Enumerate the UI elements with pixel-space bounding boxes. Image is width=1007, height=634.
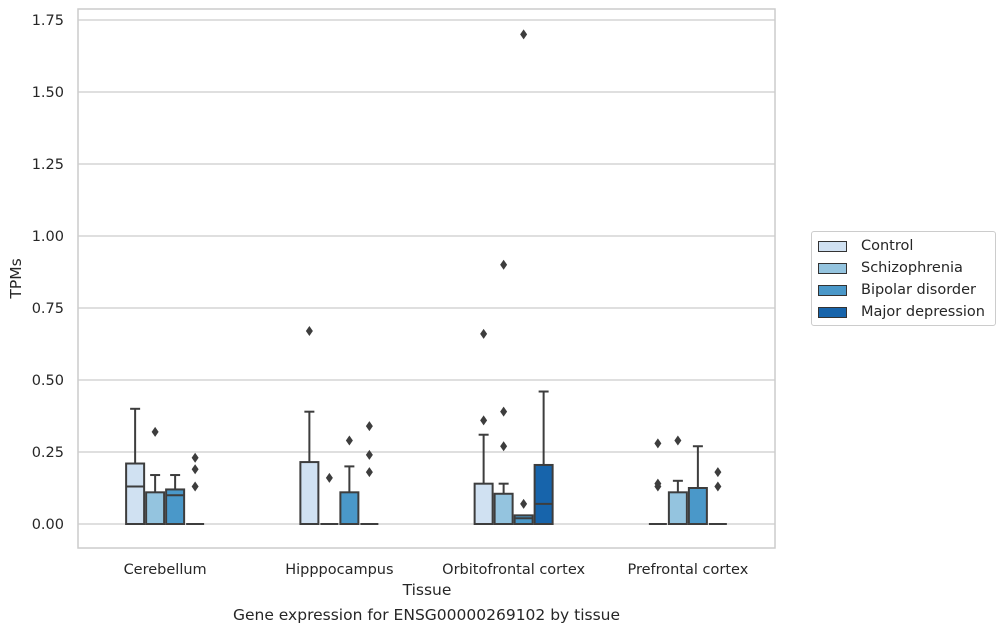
outlier-point [674,435,682,446]
x-tick-label: Orbitofrontal cortex [442,562,585,578]
outlier-point [191,464,199,475]
x-tick-label: Cerebellum [124,562,207,578]
box [165,474,186,526]
box [493,259,514,526]
box [299,326,320,525]
category-group [299,326,379,526]
y-tick-label: 0.25 [32,445,64,461]
box-body [125,462,146,525]
box-body [533,463,554,525]
x-tick-label: Hipppocampus [285,562,393,578]
legend-swatch [818,262,847,274]
category-group [648,435,727,526]
outlier-point [480,415,488,426]
y-tick-label: 1.75 [32,13,64,29]
y-tick-label: 0.50 [32,373,64,389]
box [513,29,534,525]
legend-item-schizophrenia: Schizophrenia [818,258,963,278]
box [125,407,146,525]
y-tick-label: 1.00 [32,229,64,245]
y-tick-label: 0.75 [32,301,64,317]
box [186,452,205,525]
box [473,328,494,525]
legend-swatch [818,306,847,318]
outlier-point [714,467,722,478]
outlier-point [520,29,528,40]
outlier-point [480,328,488,339]
x-tick-labels: Cerebellum Hipppocampus Orbitofrontal cort… [124,562,749,578]
x-axis-label: Tissue [402,581,452,599]
legend-label: Schizophrenia [861,260,963,276]
y-gridlines [78,19,775,525]
outlier-point [191,481,199,492]
box [667,435,688,526]
outlier-point [345,435,353,446]
legend-swatch [818,240,847,252]
y-tick-label: 0.00 [32,517,64,533]
plot-frame [77,8,776,549]
y-tick-labels: 0.00 0.25 0.50 0.75 1.00 1.25 1.50 1.75 [32,13,64,533]
box-body [687,487,708,525]
box-body [339,491,360,526]
box-body [145,491,166,526]
outlier-point [500,259,508,270]
x-tick-label: Prefrontal cortex [627,562,748,578]
legend-item-bipolar-disorder: Bipolar disorder [818,280,976,300]
outlier-point [654,438,662,449]
box [533,390,554,525]
outlier-point [191,452,199,463]
outlier-point [714,481,722,492]
y-axis-label: TPMs [7,258,25,299]
outlier-point [365,421,373,432]
outlier-point [654,478,662,489]
outlier-point [500,441,508,452]
legend-label: Major depression [861,304,985,320]
category-group [473,29,554,526]
figure-caption: Gene expression for ENSG00000269102 by t… [232,606,621,624]
outlier-point [151,426,159,437]
box [648,438,667,525]
box-groups [125,29,727,526]
box-body [513,514,534,525]
outlier-point [365,449,373,460]
outlier-point [365,467,373,478]
outlier-point [500,406,508,417]
legend-label: Control [861,238,914,254]
outlier-point [520,498,528,509]
box-body [667,491,688,526]
outlier-point [325,472,333,483]
box [708,467,727,525]
box-body [493,492,514,526]
legend-item-control: Control [818,236,913,256]
outlier-point [305,326,313,337]
box [360,421,379,525]
legend: Control Schizophrenia Bipolar disorder M… [811,231,996,326]
box [339,435,360,526]
box-body [473,482,494,525]
box [320,472,339,525]
y-tick-label: 1.25 [32,157,64,173]
box-body [299,461,320,525]
box [145,426,166,526]
box-body [165,488,186,526]
category-group [125,407,205,526]
box [687,445,708,525]
y-tick-label: 1.50 [32,85,64,101]
legend-label: Bipolar disorder [861,282,976,298]
legend-item-major-depression: Major depression [818,302,985,322]
legend-swatch [818,284,847,296]
